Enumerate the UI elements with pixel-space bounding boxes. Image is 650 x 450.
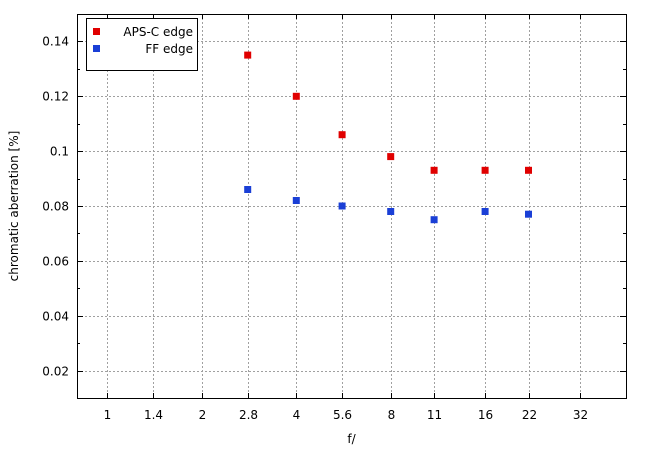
data-point bbox=[338, 202, 346, 210]
y-tick-label: 0.1 bbox=[50, 145, 69, 159]
y-tick-label: 0.12 bbox=[42, 90, 69, 104]
plot-frame bbox=[77, 14, 627, 399]
legend-marker-ff-edge bbox=[93, 45, 100, 52]
data-point bbox=[481, 166, 489, 174]
data-point bbox=[387, 153, 395, 161]
legend-marker-aps-c-edge bbox=[93, 28, 100, 35]
x-tick-label: 2 bbox=[199, 408, 207, 422]
x-tick-label: 11 bbox=[427, 408, 442, 422]
legend: APS-C edge FF edge bbox=[86, 18, 198, 71]
legend-label-aps-c-edge: APS-C edge bbox=[123, 25, 193, 39]
x-tick-label: 2.8 bbox=[239, 408, 258, 422]
y-tick-label: 0.04 bbox=[42, 310, 69, 324]
y-tick-label: 0.08 bbox=[42, 200, 69, 214]
series-ff-edge bbox=[244, 186, 532, 224]
x-tick-label: 8 bbox=[388, 408, 396, 422]
y-tick-label: 0.02 bbox=[42, 365, 69, 379]
x-axis-label: f/ bbox=[347, 432, 356, 446]
data-point bbox=[525, 166, 532, 174]
y-tick-label: 0.06 bbox=[42, 255, 69, 269]
y-axis-label: chromatic aberration [%] bbox=[7, 131, 21, 282]
x-tick-label: 5.6 bbox=[333, 408, 352, 422]
data-point bbox=[525, 210, 532, 218]
y-tick-label: 0.14 bbox=[42, 35, 69, 49]
legend-box bbox=[86, 18, 198, 71]
data-series bbox=[244, 51, 532, 224]
data-point bbox=[430, 216, 438, 224]
x-axis-tick-labels: 1 1.4 2 2.8 4 5.6 8 11 16 22 32 bbox=[104, 408, 588, 422]
x-tick-label: 22 bbox=[522, 408, 537, 422]
data-point bbox=[481, 208, 489, 215]
data-point bbox=[244, 186, 252, 193]
x-tick-label: 1.4 bbox=[144, 408, 163, 422]
y-axis-tick-labels: 0.02 0.04 0.06 0.08 0.1 0.12 0.14 bbox=[42, 35, 69, 379]
data-point bbox=[387, 208, 395, 215]
data-point bbox=[244, 51, 252, 59]
x-tick-label: 32 bbox=[573, 408, 588, 422]
x-tick-label: 4 bbox=[293, 408, 301, 422]
data-point bbox=[338, 131, 346, 139]
legend-label-ff-edge: FF edge bbox=[145, 42, 193, 56]
data-point bbox=[292, 197, 300, 204]
x-tick-label: 16 bbox=[478, 408, 493, 422]
x-tick-label: 1 bbox=[104, 408, 112, 422]
data-point bbox=[292, 92, 300, 100]
series-aps-c-edge bbox=[244, 51, 532, 174]
data-point bbox=[430, 166, 438, 174]
grid bbox=[77, 14, 626, 398]
